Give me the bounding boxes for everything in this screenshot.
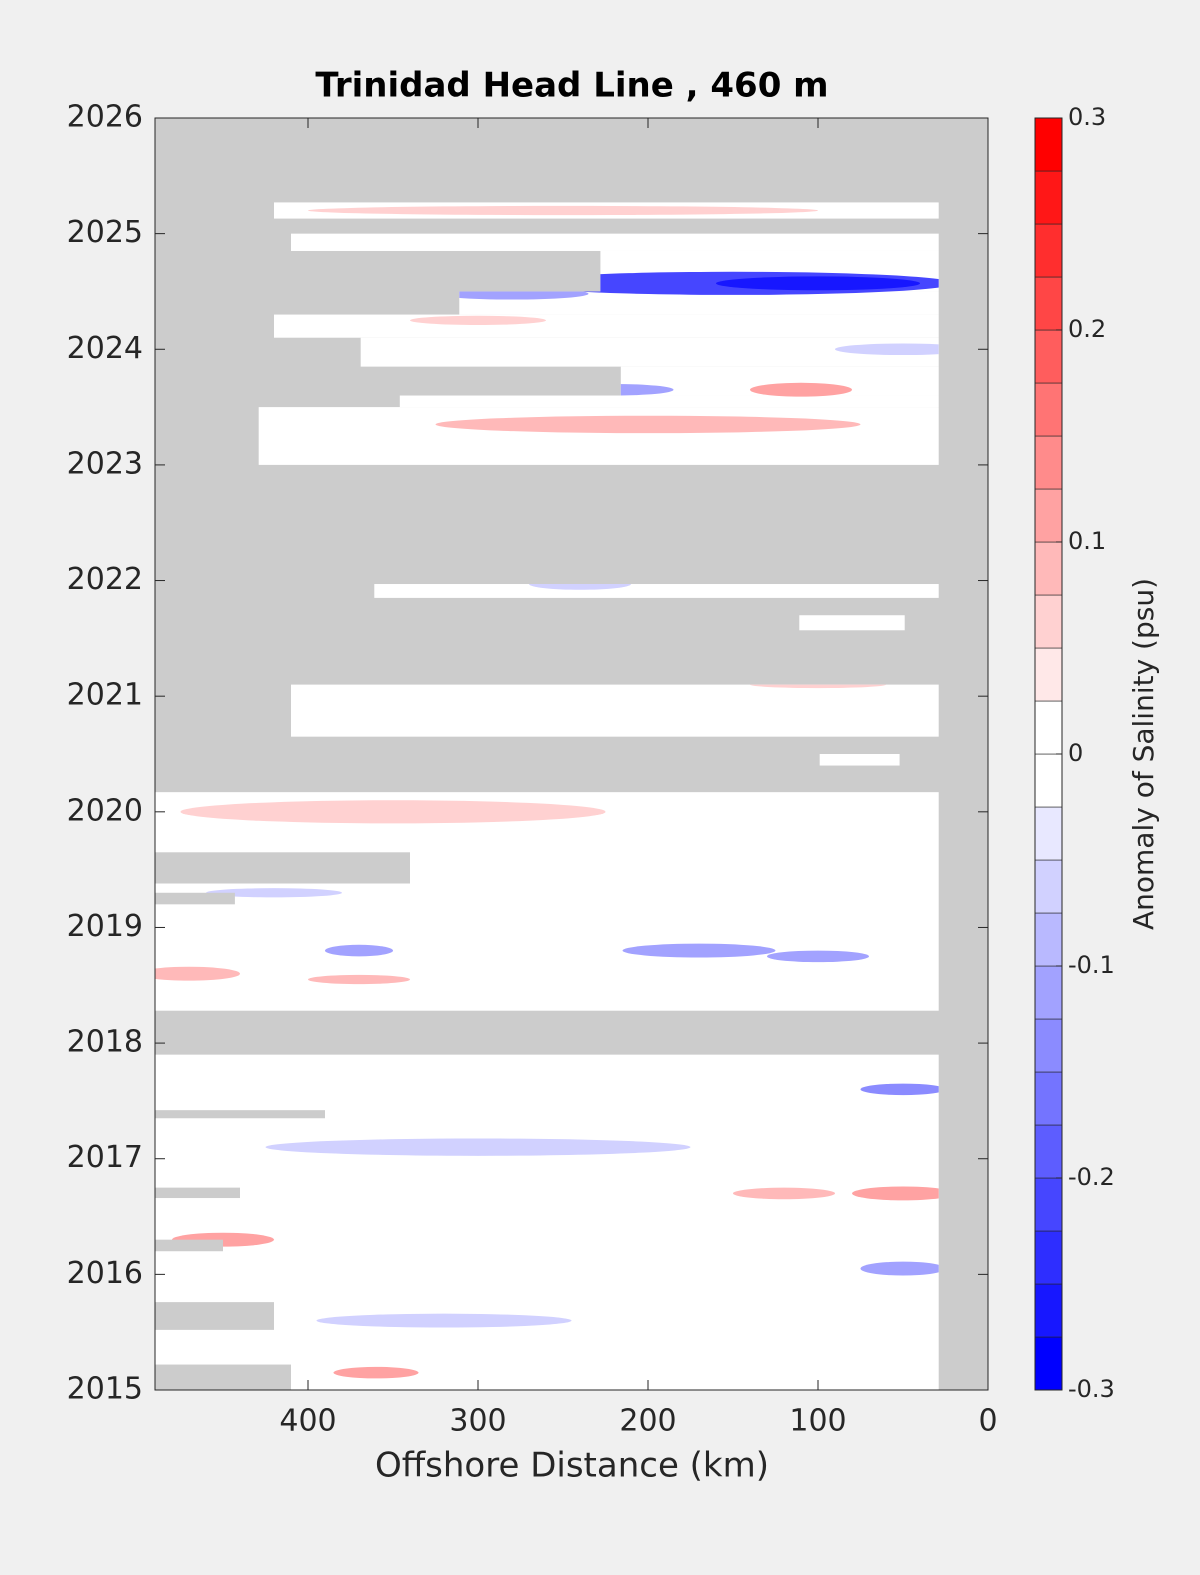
colorbar-tick-label: -0.1 xyxy=(1068,951,1115,979)
sampled-region xyxy=(459,291,939,315)
colorbar-band xyxy=(1034,700,1063,755)
sampled-region xyxy=(360,337,939,367)
y-tick-label: 2022 xyxy=(67,562,143,597)
colorbar-tick-label: 0 xyxy=(1068,739,1083,767)
colorbar-tick-label: -0.3 xyxy=(1068,1375,1115,1403)
colorbar-band xyxy=(1034,753,1063,808)
y-tick-label: 2026 xyxy=(67,100,143,135)
x-tick-label: 100 xyxy=(789,1404,846,1439)
colorbar-band xyxy=(1034,1230,1063,1285)
y-tick-label: 2021 xyxy=(67,678,143,713)
colorbar-band xyxy=(1034,276,1063,331)
colorbar-band xyxy=(1034,223,1063,278)
y-tick-label: 2023 xyxy=(67,446,143,481)
colorbar-band xyxy=(1034,912,1063,967)
sampled-region xyxy=(799,615,905,631)
y-tick-label: 2019 xyxy=(67,909,143,944)
anomaly xyxy=(308,205,818,216)
sampled-region xyxy=(819,754,900,766)
y-tick-label: 2016 xyxy=(67,1256,143,1291)
anomaly xyxy=(733,1187,835,1200)
anomaly xyxy=(860,1261,939,1276)
x-tick-label: 400 xyxy=(279,1404,336,1439)
colorbar-band xyxy=(1034,1071,1063,1126)
data-gap xyxy=(155,852,410,884)
anomaly xyxy=(835,343,939,356)
data-gap xyxy=(155,1364,291,1390)
colorbar-tick-label: 0.1 xyxy=(1068,527,1106,555)
data-gap xyxy=(155,1187,240,1199)
anomaly xyxy=(410,315,546,325)
x-axis-label: Offshore Distance (km) xyxy=(375,1446,769,1486)
anomaly xyxy=(206,888,342,898)
colorbar-band xyxy=(1034,1177,1063,1232)
colorbar-band xyxy=(1034,594,1063,649)
colorbar-band xyxy=(1034,329,1063,384)
colorbar-band xyxy=(1034,382,1063,437)
plot-frame xyxy=(154,117,989,1391)
sampled-region xyxy=(374,584,939,598)
anomaly xyxy=(308,974,410,985)
chart-title: Trinidad Head Line , 460 m xyxy=(315,66,828,106)
x-tick-label: 200 xyxy=(619,1404,676,1439)
x-tick-label: 300 xyxy=(449,1404,506,1439)
colorbar-tick-label: 0.3 xyxy=(1068,103,1106,131)
sampled-region xyxy=(258,407,939,465)
anomaly xyxy=(265,1138,691,1156)
sampled-region xyxy=(291,684,939,737)
anomaly xyxy=(622,943,776,958)
colorbar-band xyxy=(1034,859,1063,914)
anomaly xyxy=(435,415,861,434)
y-tick-label: 2018 xyxy=(67,1025,143,1060)
colorbar-band xyxy=(1034,1283,1063,1338)
colorbar-tick-label: -0.2 xyxy=(1068,1163,1115,1191)
anomaly xyxy=(750,382,852,397)
anomaly xyxy=(860,1083,939,1096)
x-tick-label: 0 xyxy=(978,1404,997,1439)
y-tick-label: 2024 xyxy=(67,331,143,366)
data-gap xyxy=(155,892,235,905)
colorbar-band xyxy=(1034,117,1063,172)
sampled-region xyxy=(399,395,939,408)
anomaly xyxy=(852,1186,939,1201)
sampled-region xyxy=(291,233,939,251)
colorbar-band xyxy=(1034,806,1063,861)
anomaly xyxy=(767,950,869,963)
colorbar-band xyxy=(1034,170,1063,225)
colorbar-tick-label: 0.2 xyxy=(1068,315,1106,343)
colorbar-band xyxy=(1034,965,1063,1020)
anomaly xyxy=(316,1313,572,1328)
colorbar-label: Anomaly of Salinity (psu) xyxy=(1127,578,1160,930)
sampled-region xyxy=(155,792,939,1011)
anomaly xyxy=(180,800,606,824)
y-tick-label: 2015 xyxy=(67,1372,143,1407)
y-tick-label: 2017 xyxy=(67,1140,143,1175)
anomaly xyxy=(333,1366,419,1379)
anomaly xyxy=(325,944,393,957)
colorbar-band xyxy=(1034,1336,1063,1391)
colorbar-band xyxy=(1034,435,1063,490)
data-gap xyxy=(155,1239,223,1252)
colorbar-band xyxy=(1034,647,1063,702)
sampled-region xyxy=(155,1054,939,1390)
colorbar-band xyxy=(1034,541,1063,596)
anomaly xyxy=(716,276,920,291)
anomaly xyxy=(155,966,240,981)
data-gap xyxy=(155,1302,274,1330)
data-gap xyxy=(155,1110,325,1119)
sampled-region xyxy=(274,314,939,338)
colorbar-band xyxy=(1034,1124,1063,1179)
colorbar-band xyxy=(1034,488,1063,543)
anomaly-field xyxy=(155,205,939,1379)
colorbar-band xyxy=(1034,1018,1063,1073)
y-tick-label: 2025 xyxy=(67,215,143,250)
y-tick-label: 2020 xyxy=(67,793,143,828)
